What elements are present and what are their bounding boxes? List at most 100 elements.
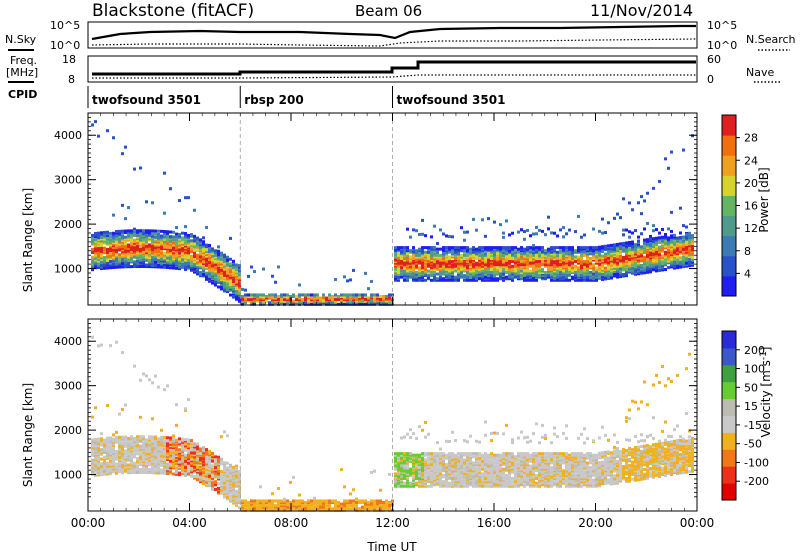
scatter-cell xyxy=(103,447,106,451)
scatter-cell xyxy=(94,458,97,462)
scatter-cell xyxy=(169,439,172,443)
scatter-cell xyxy=(190,454,193,458)
scatter-cell xyxy=(691,260,694,264)
scatter-cell xyxy=(163,446,166,450)
scatter-cell xyxy=(424,459,427,463)
scatter-cell xyxy=(421,250,424,254)
scatter-cell xyxy=(472,261,475,265)
scatter-cell xyxy=(214,480,217,484)
scatter-cell xyxy=(553,246,556,250)
scatter-cell xyxy=(403,477,406,480)
scatter-cell xyxy=(679,240,682,244)
scatter-cell xyxy=(358,507,361,511)
scatter-cell xyxy=(142,446,145,450)
scatter-cell xyxy=(166,448,169,452)
scatter-cell xyxy=(205,451,208,455)
scatter-cell xyxy=(100,240,103,244)
scatter-cell xyxy=(136,238,139,242)
scatter-cell xyxy=(217,268,220,272)
scatter-cell xyxy=(166,456,169,460)
scatter-cell xyxy=(175,461,178,465)
scatter-cell xyxy=(451,459,454,463)
scatter-cell xyxy=(118,468,121,472)
scatter-cell xyxy=(439,257,442,260)
scatter-cell xyxy=(148,229,151,233)
scatter-cell xyxy=(619,251,622,255)
scatter-cell xyxy=(202,481,205,485)
scatter-cell xyxy=(604,274,607,278)
scatter-cell xyxy=(106,436,109,440)
scatter-cell xyxy=(136,241,139,245)
scatter-cell xyxy=(397,269,400,273)
scatter-cell xyxy=(400,263,403,267)
scatter-cell xyxy=(466,258,469,262)
scatter-cell xyxy=(157,457,160,461)
scatter-cell xyxy=(394,274,397,278)
scatter-cell xyxy=(421,258,424,262)
scatter-cell xyxy=(478,260,481,264)
scatter-cell xyxy=(505,269,508,273)
scatter-cell xyxy=(199,449,202,453)
scatter-cell xyxy=(130,241,133,245)
scatter-cell xyxy=(280,499,283,503)
scatter-cell xyxy=(154,251,157,255)
scatter-cell xyxy=(286,505,289,509)
scatter-cell xyxy=(172,464,175,468)
scatter-cell xyxy=(226,271,229,275)
scatter-cell xyxy=(175,447,178,451)
scatter-cell xyxy=(145,439,148,443)
scatter-cell xyxy=(394,472,397,476)
scatter-cell xyxy=(565,232,568,236)
scatter-cell xyxy=(520,261,523,265)
scatter-cell xyxy=(628,261,631,265)
scatter-cell xyxy=(541,269,544,273)
scatter-cell xyxy=(271,492,274,496)
scatter-cell xyxy=(523,253,526,257)
scatter-cell xyxy=(106,444,109,448)
scatter-cell xyxy=(172,460,175,464)
scatter-cell xyxy=(637,272,640,276)
scatter-cell xyxy=(223,461,226,465)
scatter-cell xyxy=(511,260,514,264)
scatter-cell xyxy=(547,249,550,253)
scatter-cell xyxy=(670,150,673,154)
scatter-cell xyxy=(460,257,463,260)
scatter-cell xyxy=(199,450,202,454)
scatter-cell xyxy=(100,248,103,252)
scatter-cell xyxy=(97,258,100,262)
scatter-cell xyxy=(367,287,370,291)
scatter-cell xyxy=(124,263,127,267)
scatter-cell xyxy=(427,260,430,264)
scatter-cell xyxy=(505,257,508,260)
scatter-cell xyxy=(175,460,178,464)
scatter-cell xyxy=(322,293,325,297)
scatter-cell xyxy=(487,271,490,274)
scatter-cell xyxy=(328,502,331,506)
scatter-cell xyxy=(664,255,667,259)
scatter-cell xyxy=(619,267,622,271)
scatter-cell xyxy=(208,463,211,467)
scatter-cell xyxy=(466,253,469,257)
scatter-cell xyxy=(451,266,454,270)
scatter-cell xyxy=(454,484,457,488)
scatter-cell xyxy=(628,248,631,252)
scatter-cell xyxy=(433,480,436,484)
scatter-cell xyxy=(571,249,574,253)
scatter-cell xyxy=(424,234,427,238)
scatter-cell xyxy=(445,249,448,253)
scatter-cell xyxy=(640,253,643,257)
scatter-cell xyxy=(424,467,427,471)
scatter-cell xyxy=(400,261,403,265)
scatter-cell xyxy=(286,298,289,302)
scatter-cell xyxy=(121,448,124,452)
scatter-cell xyxy=(616,263,619,267)
scatter-cell xyxy=(427,275,430,279)
scatter-cell xyxy=(427,250,430,254)
scatter-cell xyxy=(619,262,622,266)
scatter-cell xyxy=(139,265,142,269)
scatter-cell xyxy=(91,249,94,253)
scatter-cell xyxy=(121,463,124,467)
scatter-cell xyxy=(643,255,646,259)
scatter-cell xyxy=(196,445,199,449)
scatter-cell xyxy=(187,255,190,259)
